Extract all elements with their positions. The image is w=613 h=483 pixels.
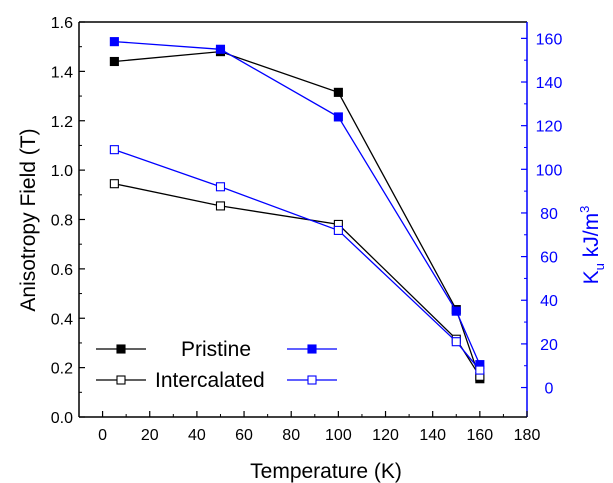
series-layer (109, 37, 485, 384)
y-left-tick-label: 1.2 (51, 114, 73, 131)
y-right-tick-label: 0 (545, 381, 554, 398)
y-left-tick-label: 0.0 (51, 410, 73, 427)
legend-label-intercalated: Intercalated (155, 369, 265, 392)
data-point-intercalated-left (215, 201, 226, 211)
data-point-intercalated-left (109, 179, 119, 189)
y-left-tick-label: 0.8 (51, 213, 73, 230)
data-point-pristine-left (333, 87, 343, 97)
y-right-tick-label: 100 (536, 162, 563, 179)
data-point-intercalated-right (215, 182, 226, 192)
data-point-pristine-right (215, 44, 226, 54)
data-point-pristine-right (333, 112, 343, 122)
x-tick-label: 100 (325, 427, 352, 444)
legend-marker-pristine-right (307, 344, 317, 354)
y-right-tick-label: 40 (540, 293, 558, 310)
data-point-pristine-left (109, 56, 119, 67)
series-intercalated-right (109, 145, 485, 375)
y-axis-right-title-sub: u (592, 263, 607, 270)
x-tick-label: 20 (141, 427, 159, 444)
x-tick-label: 180 (514, 427, 541, 444)
legend-marker-intercalated-left (116, 375, 126, 385)
y-left-tick-label: 1.0 (51, 163, 73, 180)
y-left-tick-label: 0.4 (51, 311, 73, 328)
y-axis-right-title: Ku kJ/m3 (577, 206, 607, 285)
data-point-intercalated-right (333, 225, 343, 235)
y-left-tick-label: 1.4 (51, 64, 73, 81)
x-tick-label: 0 (98, 427, 107, 444)
y-right-tick-label: 120 (536, 119, 563, 136)
x-tick-label: 140 (419, 427, 446, 444)
x-tick-label: 60 (235, 427, 253, 444)
axes: 0 20 40 60 80 100 120 140 160 180 0.0 0.2 0.4 0.6 0.8 1… (51, 15, 563, 444)
y-axis-right-title-unit: kJ/m (580, 213, 603, 263)
y-right-tick-label: 80 (540, 206, 558, 223)
legend: Pristine Intercalated (96, 338, 337, 392)
y-left-tick-label: 0.2 (51, 361, 73, 378)
data-point-intercalated-right (109, 145, 119, 155)
x-tick-label: 80 (282, 427, 300, 444)
legend-marker-intercalated-right (307, 375, 317, 385)
y-right-tick-label: 20 (540, 337, 558, 354)
y-left-tick-label: 0.6 (51, 262, 73, 279)
data-point-intercalated-right (451, 337, 461, 347)
y-left-tick-label: 1.6 (51, 15, 73, 32)
data-point-pristine-right (451, 306, 461, 316)
y-axis-left-title: Anisotropy Field (T) (17, 128, 40, 311)
y-right-tick-label: 140 (536, 75, 563, 92)
x-tick-label: 120 (372, 427, 399, 444)
y-right-tick-label: 60 (540, 250, 558, 267)
legend-marker-pristine-left (116, 344, 126, 354)
x-tick-label: 40 (188, 427, 206, 444)
data-point-pristine-right (109, 37, 119, 47)
x-axis-title: Temperature (K) (250, 460, 402, 483)
y-axis-right-title-sup: 3 (577, 206, 592, 213)
data-point-intercalated-right (475, 365, 485, 375)
y-axis-right-title-k: K (580, 270, 603, 284)
legend-label-pristine: Pristine (181, 338, 251, 361)
y-right-tick-label: 160 (536, 31, 563, 48)
x-tick-label: 160 (466, 427, 493, 444)
